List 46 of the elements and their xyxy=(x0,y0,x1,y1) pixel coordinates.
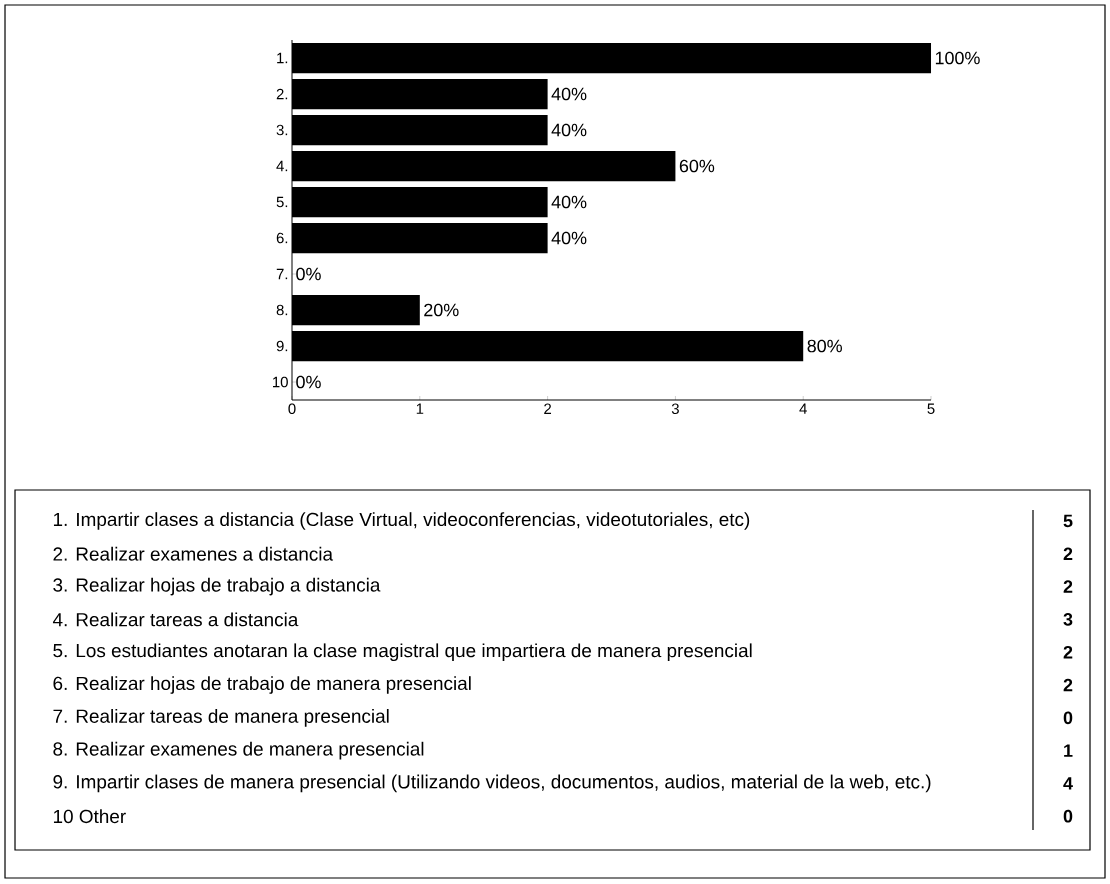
y-tick-label: 8. xyxy=(276,304,288,316)
y-tick-label: 7. xyxy=(276,268,288,280)
category-label: 1. Impartir clases a distancia (Clase Virtual, videoconferencias, videotutoriales, etc) xyxy=(53,512,750,530)
category-label: 3. Realizar hojas de trabajo a distancia xyxy=(53,577,381,596)
x-tick-label: 3 xyxy=(671,403,679,415)
x-tick-label: 1 xyxy=(416,403,424,414)
annotation: 40% xyxy=(551,123,587,137)
data-label: 3 xyxy=(1063,613,1073,626)
y-tick-label: 3. xyxy=(276,124,288,136)
annotation: 80% xyxy=(807,339,842,353)
y-tick-label: 1. xyxy=(277,52,288,64)
annotation: 100% xyxy=(935,51,980,65)
x-tick-label: 5 xyxy=(927,403,935,414)
annotation: 40% xyxy=(551,195,587,209)
annotation: 0% xyxy=(296,267,321,281)
y-tick-label: 10 xyxy=(273,376,288,388)
category-label: 10 Other xyxy=(53,809,126,824)
data-label: 2 xyxy=(1063,645,1073,659)
data-label: 2 xyxy=(1063,547,1073,561)
y-tick-label: 4. xyxy=(276,160,288,172)
annotation: 0% xyxy=(296,375,321,389)
x-tick-label: 2 xyxy=(544,403,552,414)
category-label: 9. Impartir clases de manera presencial (Utilizando videos, documentos, audios, material de la web, etc.) xyxy=(53,774,931,793)
annotation: 40% xyxy=(551,231,587,245)
category-label: 5. Los estudiantes anotaran la clase magistral que impartiera de manera presencial xyxy=(53,643,752,662)
data-label: 2 xyxy=(1063,580,1073,593)
y-tick-label: 9. xyxy=(276,340,288,352)
data-label: 0 xyxy=(1063,809,1073,823)
annotation: 60% xyxy=(679,159,715,173)
category-label: 2. Realizar examenes a distancia xyxy=(53,546,334,561)
data-label: 5 xyxy=(1063,514,1073,528)
annotation: 20% xyxy=(424,303,459,317)
category-label: 4. Realizar tareas a distancia xyxy=(52,612,299,627)
category-label: 6. Realizar hojas de trabajo de manera presencial xyxy=(53,676,471,694)
x-tick-label: 4 xyxy=(799,403,807,414)
data-label: 1 xyxy=(1064,744,1073,757)
y-tick-label: 5. xyxy=(276,196,288,208)
data-label: 4 xyxy=(1063,777,1073,790)
category-label: 7. Realizar tareas de manera presencial xyxy=(53,708,389,727)
y-tick-label: 2. xyxy=(276,88,288,100)
annotation: 40% xyxy=(551,87,587,101)
data-label: 0 xyxy=(1063,711,1073,725)
x-tick-label: 0 xyxy=(288,403,296,415)
data-label: 2 xyxy=(1063,678,1073,692)
y-tick-label: 6. xyxy=(276,232,288,244)
category-label: 8. Realizar examenes de manera presencial xyxy=(53,741,424,760)
